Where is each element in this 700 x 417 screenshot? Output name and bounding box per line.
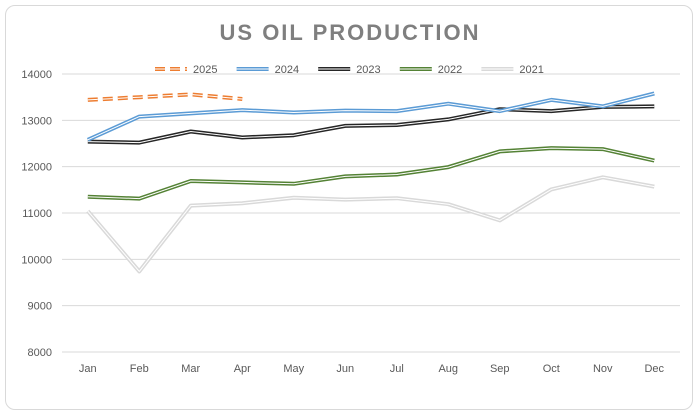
x-tick-label: Dec xyxy=(644,363,664,375)
legend-item-2022: 2022 xyxy=(399,64,462,76)
legend: 2025 2024 2023 2022 2021 xyxy=(155,64,544,76)
x-tick-label: Mar xyxy=(181,363,200,375)
y-tick-label: 9000 xyxy=(28,301,52,313)
y-tick-label: 13000 xyxy=(21,115,52,127)
legend-item-2024: 2024 xyxy=(236,64,299,76)
x-tick-label: Sep xyxy=(490,363,510,375)
chart-title: US OIL PRODUCTION xyxy=(220,20,481,45)
series-2021 xyxy=(86,175,655,274)
series-2023 xyxy=(87,104,655,145)
y-tick-label: 11000 xyxy=(22,208,52,220)
x-tick-label: Oct xyxy=(543,363,560,375)
series-line-core-2022 xyxy=(87,147,655,200)
y-tick-label: 12000 xyxy=(21,162,52,174)
gridlines xyxy=(62,73,680,353)
legend-label: 2023 xyxy=(356,64,380,76)
x-tick-label: May xyxy=(283,363,304,375)
legend-item-2025: 2025 xyxy=(155,64,217,76)
series-line-core-2023 xyxy=(87,105,655,144)
series-2024 xyxy=(86,91,655,142)
y-tick-label: 10000 xyxy=(21,254,52,266)
legend-label: 2024 xyxy=(275,64,299,76)
series-line-core-2025 xyxy=(87,93,243,101)
series-2025 xyxy=(87,92,243,102)
x-tick-label: Aug xyxy=(438,363,458,375)
series-line-core-2024 xyxy=(87,93,655,141)
x-tick-label: Jul xyxy=(390,363,404,375)
y-tick-label: 14000 xyxy=(21,69,52,81)
y-tick-label: 8000 xyxy=(28,347,52,359)
legend-item-2023: 2023 xyxy=(318,64,381,76)
x-tick-label: Nov xyxy=(593,363,613,375)
series-line-2024 xyxy=(86,91,655,142)
x-tick-label: Jan xyxy=(79,363,97,375)
series-line-core-2021 xyxy=(87,176,655,272)
x-tick-label: Feb xyxy=(130,363,149,375)
series-lines xyxy=(86,91,655,274)
legend-label: 2025 xyxy=(193,64,217,76)
axes: 8000 9000 10000 11000 12000 13000 14000 Jan Feb M… xyxy=(21,69,664,375)
chart-frame xyxy=(5,5,693,410)
legend-label: 2021 xyxy=(519,64,543,76)
legend-item-2021: 2021 xyxy=(481,64,544,76)
series-2022 xyxy=(87,146,655,201)
legend-label: 2022 xyxy=(438,64,462,76)
x-tick-label: Apr xyxy=(234,363,251,375)
x-tick-label: Jun xyxy=(336,363,354,375)
series-line-2022 xyxy=(87,146,655,201)
series-line-2021 xyxy=(86,175,655,274)
